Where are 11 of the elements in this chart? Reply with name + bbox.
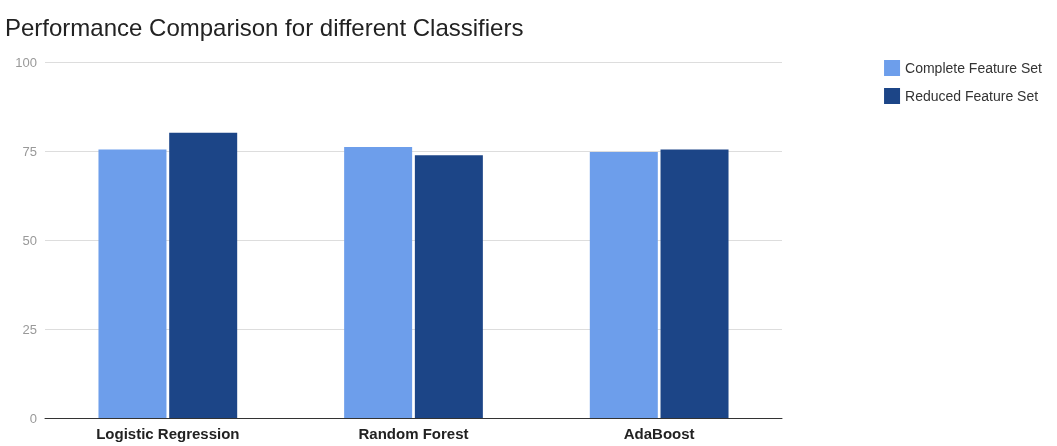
y-tick-label: 25 <box>22 321 37 337</box>
y-tick-label: 100 <box>15 54 37 70</box>
legend-label: Reduced Feature Set <box>905 88 1039 104</box>
chart-title: Performance Comparison for different Classifiers <box>5 13 524 41</box>
y-tick-label: 75 <box>22 143 37 159</box>
y-tick-label: 0 <box>29 410 37 426</box>
x-tick-label: AdaBoost <box>623 425 695 442</box>
y-tick-label: 50 <box>22 232 37 248</box>
x-tick-label: Logistic Regression <box>96 425 240 442</box>
legend-label: Complete Feature Set <box>905 60 1043 76</box>
x-tick-label: Random Forest <box>358 425 469 442</box>
